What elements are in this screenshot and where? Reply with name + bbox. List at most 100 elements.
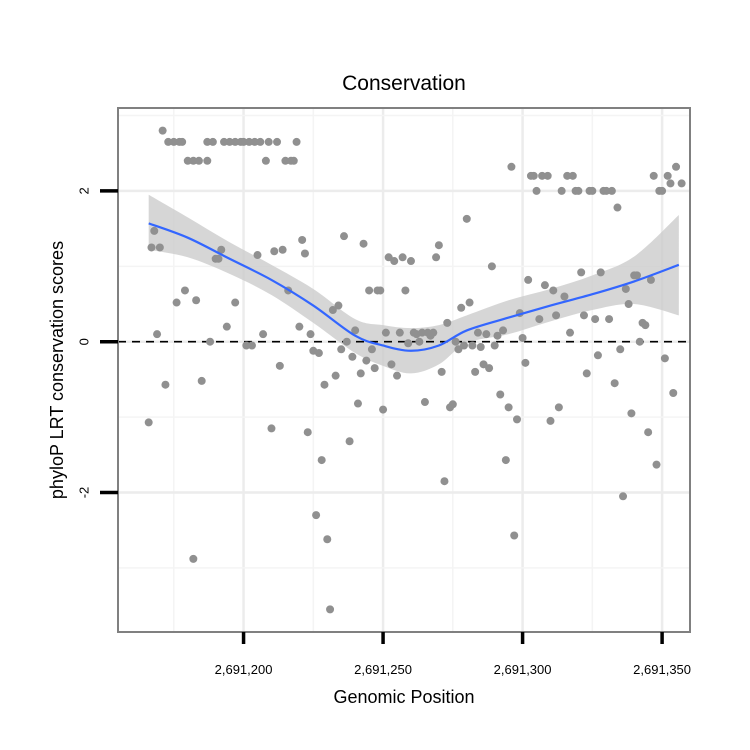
data-point xyxy=(250,137,259,146)
data-point xyxy=(591,315,600,324)
data-point xyxy=(613,203,622,212)
data-point xyxy=(560,292,569,301)
data-point xyxy=(390,257,399,266)
y-tick-label: -2 xyxy=(77,487,92,499)
data-point xyxy=(206,337,215,346)
data-point xyxy=(359,239,368,248)
data-point xyxy=(144,418,153,427)
data-point xyxy=(465,298,474,307)
data-point xyxy=(624,300,633,309)
data-point xyxy=(323,535,332,544)
data-point xyxy=(574,186,583,195)
data-point xyxy=(264,137,273,146)
data-point xyxy=(644,428,653,437)
data-point xyxy=(208,137,217,146)
data-point xyxy=(398,253,407,262)
data-point xyxy=(342,337,351,346)
data-point xyxy=(499,326,508,335)
data-point xyxy=(348,352,357,361)
data-point xyxy=(616,345,625,354)
data-point xyxy=(482,330,491,339)
chart-title: Conservation xyxy=(342,72,466,95)
data-point xyxy=(518,333,527,342)
data-point xyxy=(298,235,307,244)
data-point xyxy=(605,315,614,324)
data-point xyxy=(164,137,173,146)
data-point xyxy=(242,341,251,350)
data-point xyxy=(401,286,410,295)
axes: 2,691,200 2,691,250 2,691,300 2,691,350 -2 0 2 xyxy=(77,187,692,677)
data-point xyxy=(496,390,505,399)
data-point xyxy=(197,376,206,385)
data-point xyxy=(295,322,304,331)
confidence-band xyxy=(148,194,679,374)
data-point xyxy=(579,311,588,320)
data-point xyxy=(510,531,519,540)
data-point xyxy=(672,162,681,171)
data-point xyxy=(588,186,597,195)
data-point xyxy=(379,405,388,414)
data-point xyxy=(267,424,276,433)
data-point xyxy=(214,254,223,263)
data-point xyxy=(660,354,669,363)
data-point xyxy=(376,286,385,295)
data-point xyxy=(415,337,424,346)
data-point xyxy=(362,356,371,365)
data-point xyxy=(577,268,586,277)
y-axis-label: phyloP LRT conservation scores xyxy=(47,240,67,500)
data-point xyxy=(532,186,541,195)
data-point xyxy=(270,247,279,256)
data-point xyxy=(504,403,513,412)
data-point xyxy=(429,328,438,337)
data-point xyxy=(317,456,326,465)
data-point xyxy=(314,349,323,358)
data-point xyxy=(289,156,298,165)
data-point xyxy=(521,358,530,367)
scatter-points xyxy=(144,126,686,614)
data-point xyxy=(457,303,466,312)
data-point xyxy=(663,171,672,180)
data-point xyxy=(192,296,201,305)
data-point xyxy=(370,364,379,373)
x-tick-label: 2,691,200 xyxy=(215,662,273,677)
data-point xyxy=(448,400,457,409)
data-point xyxy=(476,343,485,352)
data-point xyxy=(468,341,477,350)
data-point xyxy=(621,284,630,293)
data-point xyxy=(337,345,346,354)
data-point xyxy=(652,460,661,469)
data-point xyxy=(328,306,337,315)
data-point xyxy=(278,245,287,254)
data-point xyxy=(306,330,315,339)
data-point xyxy=(535,315,544,324)
data-point xyxy=(529,171,538,180)
data-point xyxy=(437,367,446,376)
smooth-line-layer xyxy=(148,222,680,352)
data-point xyxy=(507,162,516,171)
data-point xyxy=(320,380,329,389)
data-point xyxy=(557,186,566,195)
data-point xyxy=(546,416,555,425)
data-point xyxy=(231,298,240,307)
data-point xyxy=(231,137,240,146)
data-point xyxy=(393,371,402,380)
data-point xyxy=(404,339,413,348)
data-point xyxy=(669,388,678,397)
data-point xyxy=(677,179,686,188)
data-point xyxy=(593,351,602,360)
data-point xyxy=(356,369,365,378)
data-point xyxy=(554,403,563,412)
x-axis-label: Genomic Position xyxy=(333,687,475,707)
data-point xyxy=(381,328,390,337)
data-point xyxy=(147,243,156,252)
data-point xyxy=(607,186,616,195)
data-point xyxy=(485,364,494,373)
data-point xyxy=(610,379,619,388)
data-point xyxy=(203,137,212,146)
data-point xyxy=(582,369,591,378)
data-point xyxy=(256,137,265,146)
data-point xyxy=(490,341,499,350)
data-point xyxy=(180,286,189,295)
x-tick-label: 2,691,300 xyxy=(494,662,552,677)
data-point xyxy=(646,275,655,284)
